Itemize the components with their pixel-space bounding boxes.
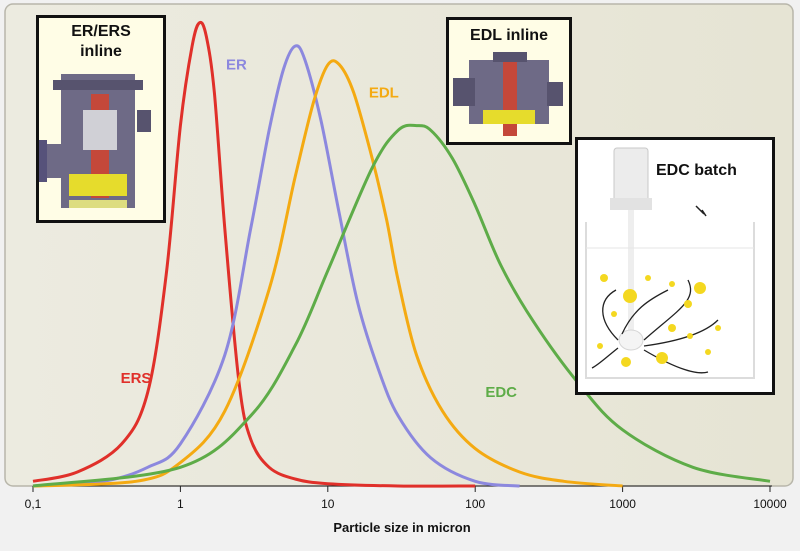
series-label-ers: ERS — [121, 370, 152, 387]
x-axis-title: Particle size in micron — [333, 520, 470, 535]
x-tick-label: 100 — [465, 497, 485, 511]
series-line-edl — [32, 59, 623, 488]
edl-mixer-drawing — [453, 52, 563, 136]
edc-inset-title: EDC batch — [656, 162, 737, 179]
edc-batch-tank-drawing — [585, 147, 755, 379]
series-line-er — [32, 44, 520, 488]
x-axis-ticks: 0,1 1 10 100 1000 10000 — [25, 486, 787, 511]
series-labels: ERS ER EDL EDC — [121, 56, 518, 401]
er-ers-mixer-drawing — [39, 74, 151, 208]
series-label-er: ER — [226, 56, 247, 73]
x-tick-label: 1 — [177, 497, 184, 511]
edl-inline-inset: EDL inline — [446, 17, 572, 145]
x-tick-label: 1000 — [609, 497, 636, 511]
edl-inset-title: EDL inline — [470, 27, 548, 44]
edc-batch-inset: EDC batch — [575, 137, 775, 395]
series-line-ers — [32, 20, 476, 488]
series-label-edc: EDC — [485, 384, 517, 401]
x-tick-label: 10 — [321, 497, 335, 511]
x-tick-label: 10000 — [753, 497, 787, 511]
er-ers-inset-title: ER/ERS inline — [39, 18, 163, 62]
er-ers-title-line1: ER/ERS — [71, 23, 131, 40]
er-ers-inline-inset: ER/ERS inline — [36, 15, 166, 223]
x-tick-label: 0,1 — [25, 497, 42, 511]
er-ers-title-line2: inline — [80, 43, 122, 60]
series-curves — [32, 20, 771, 488]
series-label-edl: EDL — [369, 85, 399, 102]
